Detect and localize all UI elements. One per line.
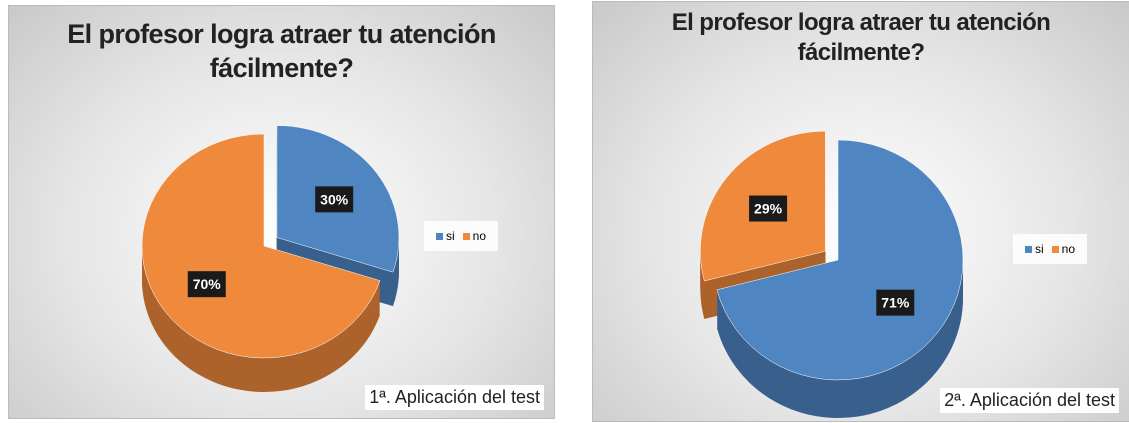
chart-title: El profesor logra atraer tu atención fác… <box>671 9 1051 66</box>
legend-label: no <box>1061 242 1076 256</box>
data-label-box <box>315 186 354 213</box>
pie-chart: 30% 70% <box>141 125 400 392</box>
legend-swatch <box>462 233 470 240</box>
data-label: 71% <box>881 295 910 311</box>
chart-panel: El profesor logra atraer tu atención fác… <box>8 5 555 419</box>
pie-chart: 71% 29% <box>700 130 964 418</box>
pie-slice <box>716 139 964 381</box>
data-label-box <box>187 271 226 298</box>
legend-swatch <box>1025 246 1032 253</box>
chart-title: El profesor logra atraer tu atención fác… <box>67 19 496 83</box>
legend: si no <box>424 221 499 251</box>
legend: si no <box>1013 234 1088 264</box>
data-label: 30% <box>320 191 349 207</box>
pie-slice <box>141 133 381 359</box>
legend-item: no <box>462 229 487 243</box>
data-label: 29% <box>754 201 783 217</box>
annotation: 1ª. Aplicación del test <box>365 385 544 410</box>
legend-swatch <box>1051 246 1059 253</box>
legend-label: si <box>1035 242 1044 256</box>
chart-panel: El profesor logra atraer tu atención fác… <box>592 1 1129 422</box>
annotation: 2ª. Aplicación del test <box>940 388 1119 413</box>
legend-label: no <box>472 229 487 243</box>
data-label-box <box>876 289 915 316</box>
legend-item: no <box>1051 242 1076 256</box>
legend-swatch <box>436 233 443 240</box>
legend-label: si <box>446 229 455 243</box>
data-label-box <box>749 195 788 222</box>
legend-item: si <box>1025 242 1044 256</box>
data-label: 70% <box>193 276 222 292</box>
legend-item: si <box>436 229 455 243</box>
